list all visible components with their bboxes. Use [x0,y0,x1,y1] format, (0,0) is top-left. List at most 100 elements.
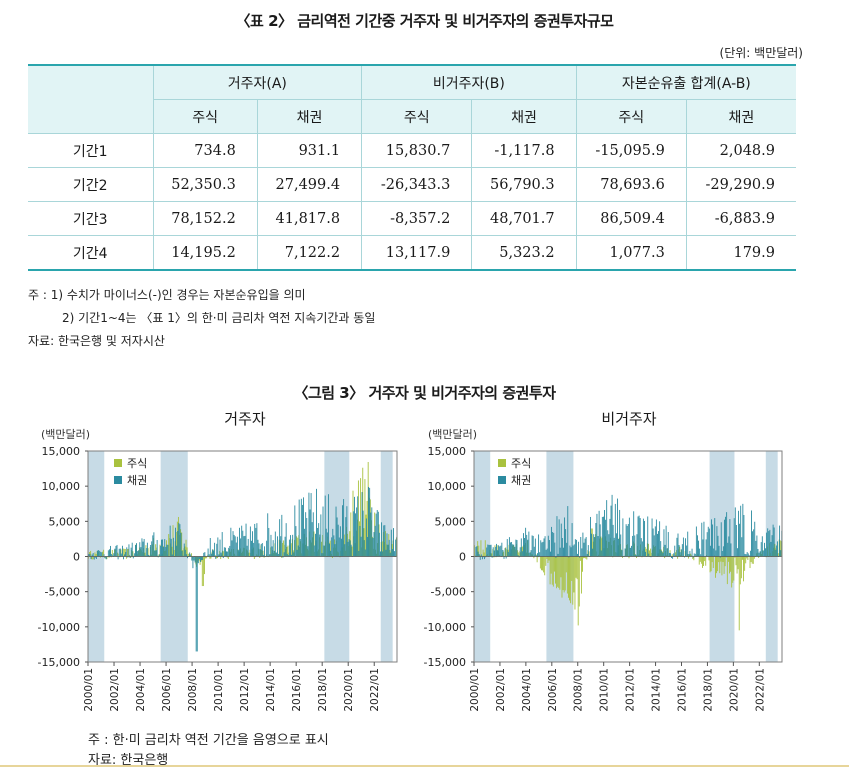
bar-bond [685,538,687,557]
bar-bond [243,536,245,557]
bar-bond [175,527,177,557]
bar-stock [381,541,383,557]
bar-bond [156,539,158,557]
bar-bond [367,536,368,557]
bar-bond [114,548,116,557]
bar-bond [281,514,283,557]
bar-bond [756,535,758,557]
bar-bond [220,552,222,557]
bar-stock [718,556,720,563]
bar-bond [376,510,378,557]
bar-bond [561,538,563,557]
table-cell: 5,323.2 [471,235,577,271]
bar-bond [320,514,322,557]
bar-bond [686,545,688,557]
header-nonresident: 비거주자(B) [361,64,577,100]
bar-bond [535,555,537,557]
bar-bond [283,552,285,557]
table-cell: 1,077.3 [575,235,687,271]
bar-bond [554,542,556,557]
bar-stock [127,548,128,557]
bar-stock [364,479,366,557]
bar-stock [740,556,742,579]
bar-bond [110,545,111,557]
bar-stock [735,556,737,566]
bar-bond [537,553,538,557]
bar-stock [568,556,569,598]
bar-bond [697,535,698,557]
bar-bond [291,554,293,557]
bar-bond [700,554,702,557]
bar-bond [214,542,216,557]
bar-stock [645,548,647,557]
bar-bond [505,556,507,559]
bar-bond [136,543,137,557]
bar-stock [286,546,288,557]
bar-bond [309,509,311,557]
bar-stock [262,550,264,557]
bar-bond [490,544,492,557]
bar-bond [565,529,567,557]
bar-bond [137,551,139,557]
bar-bond [165,546,167,557]
bar-stock [734,556,736,558]
bar-bond [227,551,229,557]
bar-bond [171,554,173,557]
bar-bond [217,537,219,557]
bar-bond [89,553,91,557]
bar-bond [258,543,260,557]
bar-stock [92,556,94,560]
bar-bond [780,550,782,557]
bar-stock [482,549,484,557]
bar-stock [480,540,482,557]
bar-bond [721,550,723,557]
bar-bond [144,555,146,557]
bar-bond [299,539,301,557]
bar-stock [493,556,495,558]
bar-stock [739,556,741,585]
bar-stock [723,556,725,574]
bar-bond [511,542,513,557]
bar-stock [562,556,564,591]
bar-stock [147,548,149,557]
bar-bond [348,539,350,557]
bar-bond [579,556,581,558]
table-cell: 56,790.3 [471,167,577,202]
bar-stock [574,556,576,610]
bar-stock [120,549,122,557]
bar-bond [498,545,500,557]
bar-bond [655,519,657,557]
y-unit-label: (백만달러) [428,428,478,441]
bar-bond [729,519,731,557]
bar-stock [582,556,583,572]
bar-bond [624,548,626,557]
bar-bond [207,548,209,557]
bar-bond [260,543,262,557]
x-tick-label: 2014/01 [265,668,277,712]
bar-stock [144,552,146,557]
bar-bond [187,556,188,559]
y-tick-label: 5,000 [435,515,467,528]
bar-stock [351,546,353,557]
bar-stock [503,551,505,557]
bar-bond [601,516,603,557]
bar-bond [358,550,360,557]
table-cell: 78,693.6 [575,167,687,202]
bar-bond [628,517,630,557]
bar-bond [308,492,310,557]
y-tick-label: 0 [459,551,466,564]
bar-stock [711,556,713,563]
legend-stock-label: 주식 [511,457,531,470]
bar-bond [751,510,752,557]
bar-bond [695,526,697,557]
bar-bond [202,556,204,561]
bar-stock [742,556,743,560]
bar-bond [567,506,569,557]
table-cell: 7,122.2 [256,235,363,271]
bar-bond [674,545,676,557]
bar-bond [647,516,649,557]
bar-bond [600,550,602,557]
bar-bond [654,526,656,557]
bar-stock [753,556,755,559]
bar-bond [384,525,386,557]
